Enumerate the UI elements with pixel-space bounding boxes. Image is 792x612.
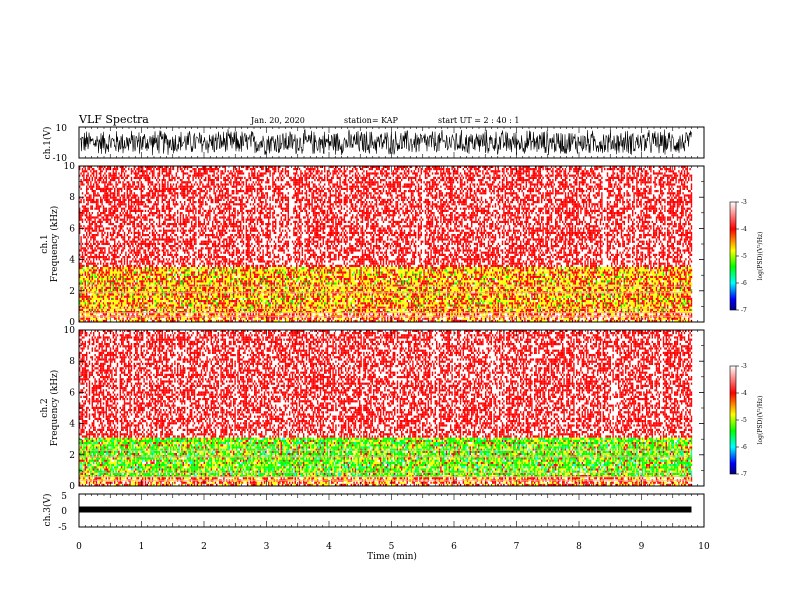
spec1-ylabel-ch: ch.1	[40, 234, 50, 253]
xlabel: Time (min)	[367, 551, 417, 562]
colorbar-tick-label: -3	[741, 199, 747, 206]
ch1-ytick-label: 10	[56, 124, 68, 134]
colorbar-tick-label: -6	[741, 280, 747, 287]
x-tick-label: 1	[139, 542, 145, 552]
colorbar-tick-label: -7	[741, 471, 747, 478]
colorbar-tick-label: -5	[741, 253, 747, 260]
spec2-ytick-label: 10	[64, 326, 76, 336]
spec2-ytick-label: 8	[69, 357, 75, 367]
ch1-spectrogram	[79, 166, 704, 322]
spec2-ytick-label: 0	[69, 482, 75, 492]
colorbar-ch1-ticks: -3 -4 -5 -6 -7	[736, 199, 747, 314]
spec1-ytick-label: 10	[64, 162, 76, 172]
x-tick-label: 9	[639, 542, 645, 552]
spec2-ytick-label: 4	[69, 420, 75, 430]
spec1-ytick-label: 4	[69, 256, 75, 266]
x-tick-label: 2	[201, 542, 207, 552]
x-tick-label: 5	[389, 542, 395, 552]
colorbar-tick-label: -6	[741, 444, 747, 451]
x-tick-label: 6	[451, 542, 457, 552]
colorbar-tick-label: -3	[741, 363, 747, 370]
x-tick-label: 7	[514, 542, 520, 552]
colorbar-ch2-label: log(PSD)(V²/Hz)	[757, 396, 764, 445]
ch1-trace-line	[80, 129, 692, 155]
colorbar-tick-label: -4	[741, 226, 747, 233]
colorbar-ch1-label: log(PSD)(V²/Hz)	[757, 232, 764, 281]
colorbar-tick-label: -4	[741, 390, 747, 397]
ch3-ytick-label: 0	[61, 507, 67, 517]
spec1-ytick-label: 6	[69, 224, 75, 234]
colorbar-ch2-ticks: -3 -4 -5 -6 -7	[736, 363, 747, 478]
x-tick-label: 4	[326, 542, 332, 552]
ch3-ylabel: ch.3(V)	[42, 494, 53, 527]
spec1-ytick-label: 2	[69, 287, 75, 297]
x-tick-label: 10	[698, 542, 710, 552]
spec1-ytick-label: 8	[69, 193, 75, 203]
ch3-ytick-label: 5	[61, 492, 67, 502]
ch3-ytick-label: -5	[58, 523, 67, 533]
spec2-ytick-label: 2	[69, 451, 75, 461]
colorbar-ch2: -3 -4 -5 -6 -7 log(PSD)(V²/Hz)	[730, 363, 764, 478]
colorbar-ch1: -3 -4 -5 -6 -7 log(PSD)(V²/Hz)	[730, 199, 764, 314]
ch3-trace	[79, 507, 692, 513]
ch1-ylabel: ch.1(V)	[42, 127, 53, 160]
ch2-spectrogram	[79, 330, 704, 486]
colorbar-tick-label: -7	[741, 307, 747, 314]
ch1-trace	[80, 129, 692, 155]
spec2-ylabel-freq: Frequency (kHz)	[49, 370, 60, 447]
x-tick-label: 3	[264, 542, 270, 552]
ch2-spectrogram-panel: 0 2 4 6 8 10 ch.2 Frequency (kHz)	[40, 326, 704, 492]
spec2-ytick-label: 6	[69, 388, 75, 398]
colorbar-ch1-gradient	[730, 202, 736, 310]
spec1-ylabel-freq: Frequency (kHz)	[49, 206, 60, 283]
colorbar-tick-label: -5	[741, 417, 747, 424]
colorbar-ch2-gradient	[730, 366, 736, 474]
x-tick-label: 0	[76, 542, 82, 552]
x-tick-label: 8	[576, 542, 582, 552]
spec2-ylabel-ch: ch.2	[40, 398, 50, 417]
